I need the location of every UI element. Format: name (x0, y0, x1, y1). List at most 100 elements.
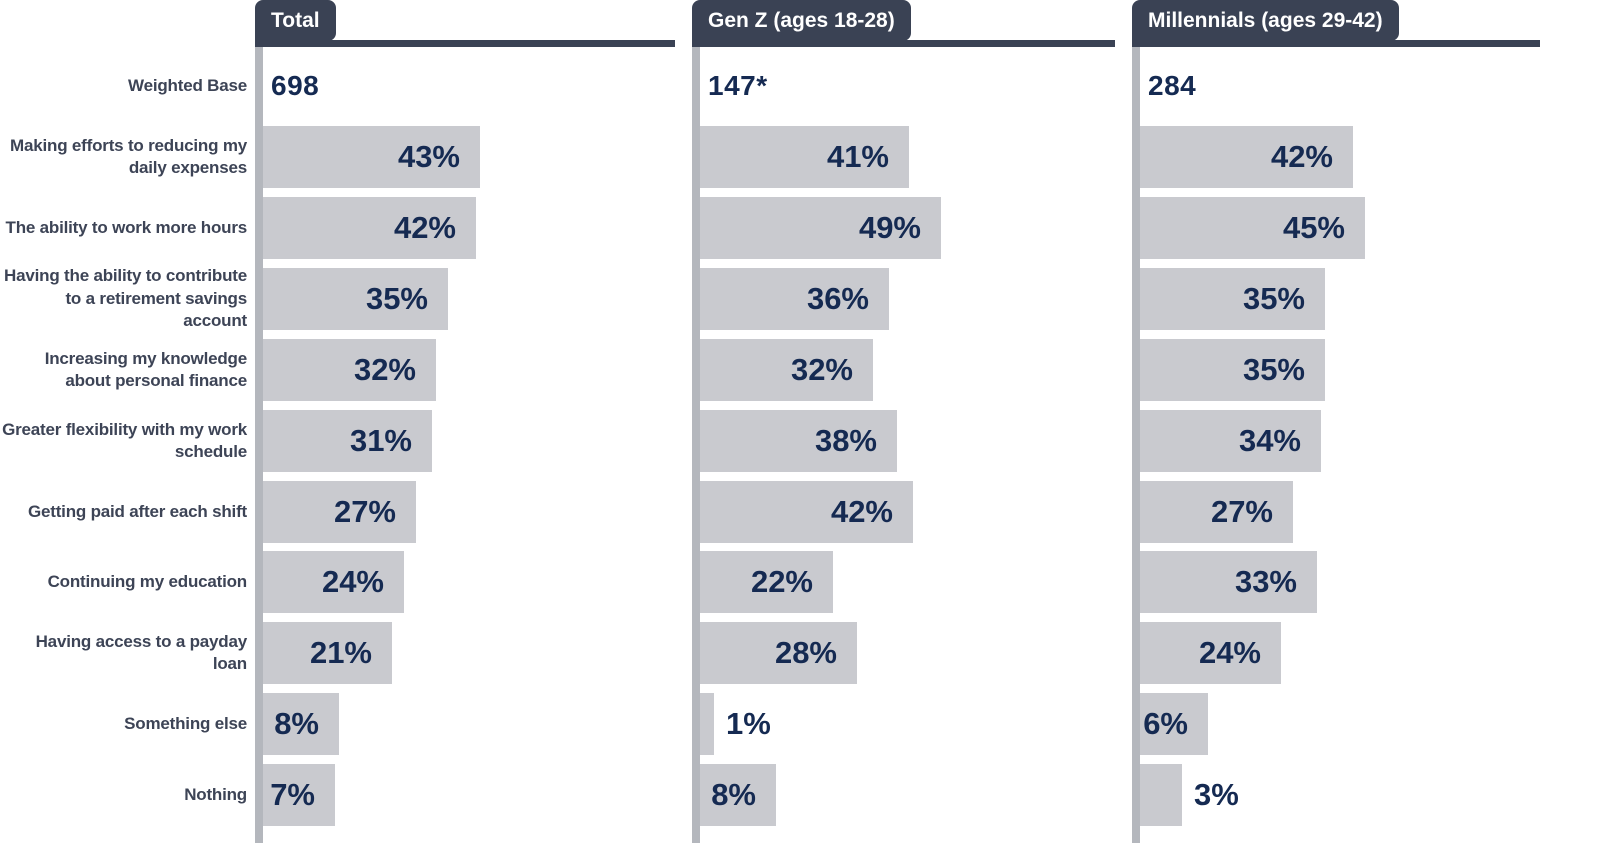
bar-row: 27% (263, 481, 675, 543)
bar: 42% (700, 481, 913, 543)
bar-value-label: 8% (274, 706, 319, 741)
bar: 27% (1140, 481, 1293, 543)
bar-row: 41% (700, 126, 1115, 188)
bar-row: 8% (263, 693, 675, 755)
bar-value-label: 27% (333, 494, 396, 529)
panel-header-rule (255, 40, 675, 47)
category-label: Something else (124, 713, 247, 733)
axis-line (255, 47, 263, 843)
bar: 22% (700, 551, 833, 613)
category-label: Continuing my education (47, 571, 248, 591)
bar-row: 8% (700, 764, 1115, 826)
category-label: Getting paid after each shift (27, 501, 247, 521)
bar-row: 24% (263, 551, 675, 613)
bar: 35% (263, 268, 448, 330)
bar-row: 33% (1140, 551, 1540, 613)
bar-value-label: 8% (711, 777, 756, 812)
bar-value-label: 22% (750, 564, 813, 599)
weighted-base-row-label: Weighted Base (128, 75, 247, 95)
panel-header-rule (692, 40, 1115, 47)
weighted-base-value: 698 (271, 70, 320, 101)
bar-value-label: 42% (1270, 139, 1333, 174)
bar: 38% (700, 410, 897, 472)
bar: 35% (1140, 339, 1325, 401)
bar-row: 32% (263, 339, 675, 401)
bar-value-label: 24% (1198, 635, 1261, 670)
bar-value-label: 45% (1282, 210, 1345, 245)
bar: 34% (1140, 410, 1321, 472)
bar-row: 45% (1140, 197, 1540, 259)
weighted-base-value: 284 (1148, 70, 1197, 101)
bar: 35% (1140, 268, 1325, 330)
category-label: Greater flexibility with my work schedul… (2, 419, 247, 461)
bar-value-label: 35% (365, 281, 428, 316)
bar: 41% (700, 126, 909, 188)
bar: 43% (263, 126, 480, 188)
bar-row: 34% (1140, 410, 1540, 472)
category-label: Having the ability to contribute to a re… (4, 266, 247, 331)
bar: 42% (1140, 126, 1353, 188)
panel-tab: Total (255, 0, 336, 41)
bar-value-label: 33% (1234, 564, 1297, 599)
category-label: The ability to work more hours (5, 217, 248, 237)
bar-value-label: 31% (349, 423, 412, 458)
bar-value-label: 21% (309, 635, 372, 670)
bar: 8% (263, 693, 339, 755)
bar-row: 22% (700, 551, 1115, 613)
bar-value-label: 7% (270, 777, 315, 812)
bar-row: 42% (1140, 126, 1540, 188)
bar-value-label: 41% (826, 139, 889, 174)
bar: 8% (700, 764, 776, 826)
category-label: Increasing my knowledge about personal f… (44, 348, 248, 390)
bar-value-label: 3% (1194, 777, 1239, 812)
bar: 31% (263, 410, 432, 472)
category-label: Nothing (184, 784, 247, 804)
bar: 24% (263, 551, 404, 613)
axis-line (1132, 47, 1140, 843)
bar-row: 36% (700, 268, 1115, 330)
bar-row: 32% (700, 339, 1115, 401)
bar-row: 28% (700, 622, 1115, 684)
category-label: Making efforts to reducing my daily expe… (10, 135, 247, 177)
bar: 21% (263, 622, 392, 684)
bar-row: 35% (1140, 339, 1540, 401)
bar: 42% (263, 197, 476, 259)
category-label: Having access to a payday loan (35, 631, 248, 673)
bar: 32% (263, 339, 436, 401)
bar: 33% (1140, 551, 1317, 613)
bar: 7% (263, 764, 335, 826)
bar-row: 21% (263, 622, 675, 684)
bar-value-label: 43% (397, 139, 460, 174)
bar: 32% (700, 339, 873, 401)
panel-tab: Gen Z (ages 18-28) (692, 0, 911, 41)
bar-value-label: 42% (393, 210, 456, 245)
bar-value-label: 1% (726, 706, 771, 741)
bar: 49% (700, 197, 941, 259)
bar-value-label: 42% (830, 494, 893, 529)
bar-value-label: 38% (814, 423, 877, 458)
bar-value-label: 32% (353, 352, 416, 387)
bar-value-label: 6% (1143, 706, 1188, 741)
axis-line (692, 47, 700, 843)
bar-value-label: 49% (858, 210, 921, 245)
bar-row: 31% (263, 410, 675, 472)
bar-row: 42% (700, 481, 1115, 543)
bar: 27% (263, 481, 416, 543)
bar-value-label: 34% (1238, 423, 1301, 458)
bar: 24% (1140, 622, 1281, 684)
bar (700, 693, 714, 755)
bar-row: 42% (263, 197, 675, 259)
bar-value-label: 24% (321, 564, 384, 599)
bar-row: 49% (700, 197, 1115, 259)
bar: 28% (700, 622, 857, 684)
bar-row: 35% (1140, 268, 1540, 330)
bar-row: 38% (700, 410, 1115, 472)
bar-value-label: 27% (1210, 494, 1273, 529)
bar-row: 35% (263, 268, 675, 330)
bar: 6% (1140, 693, 1208, 755)
bar-value-label: 35% (1242, 281, 1305, 316)
bar (1140, 764, 1182, 826)
panel-tab: Millennials (ages 29-42) (1132, 0, 1399, 41)
bar: 45% (1140, 197, 1365, 259)
